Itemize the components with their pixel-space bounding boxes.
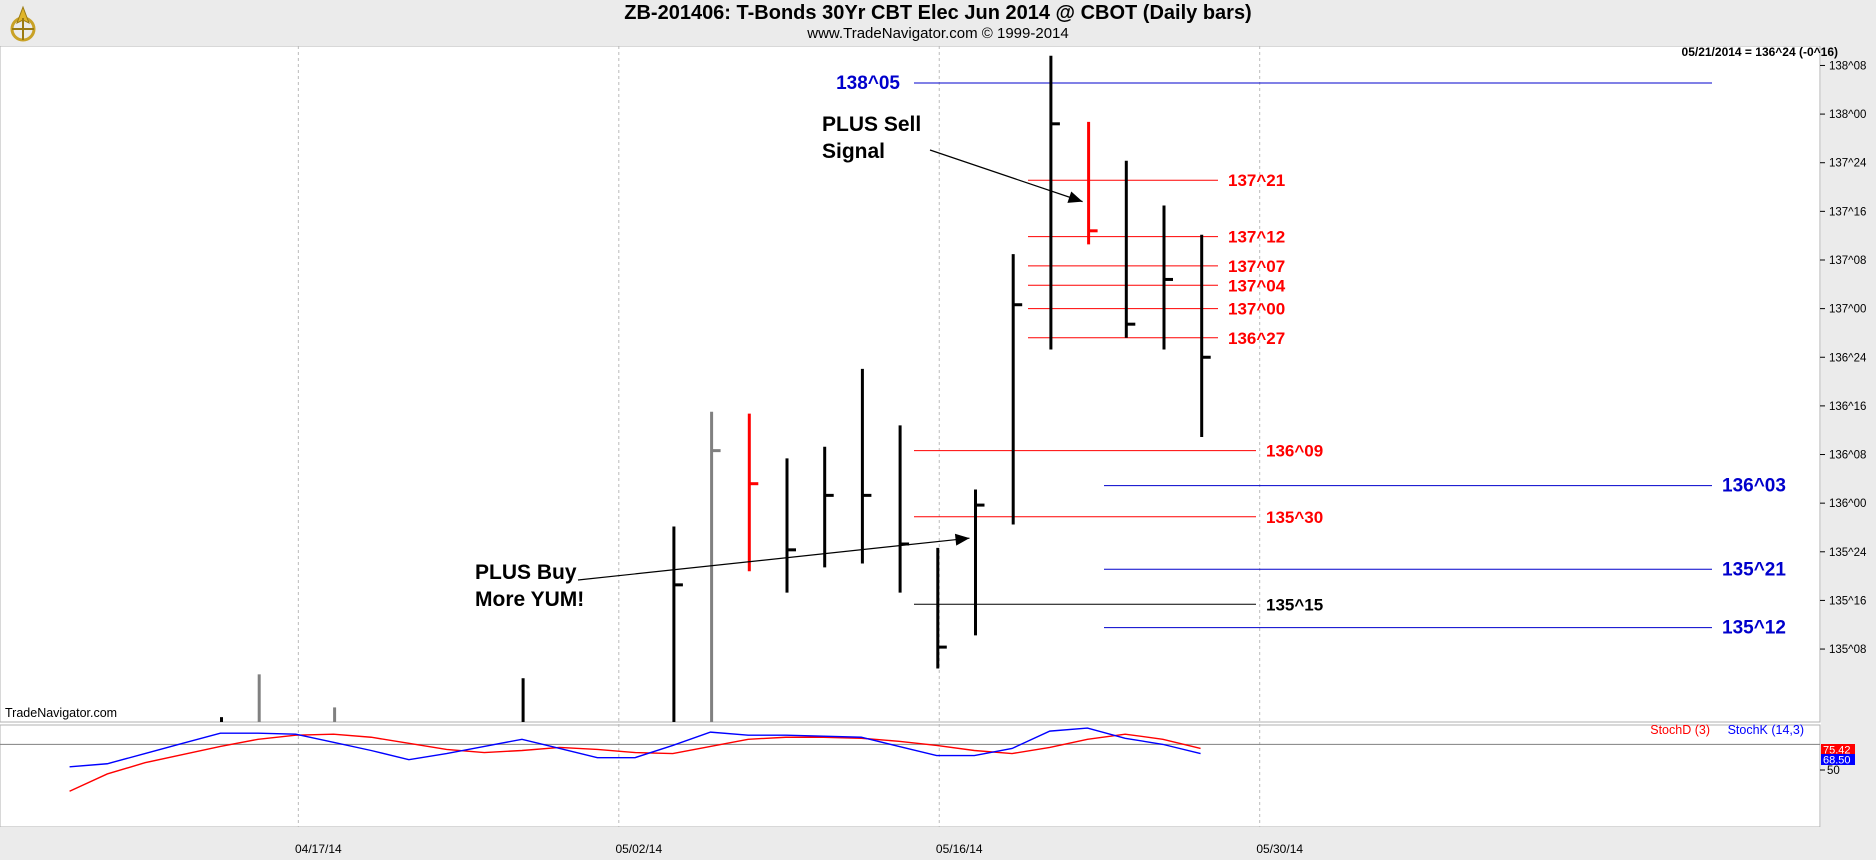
y-tick-label: 136^08 <box>1829 450 1866 462</box>
level-label: 136^27 <box>1228 329 1285 348</box>
level-label: 135^15 <box>1266 595 1323 614</box>
y-tick-label: 137^00 <box>1829 304 1866 316</box>
stoch-y-tick-label: 50 <box>1827 765 1840 777</box>
y-tick-label: 138^08 <box>1829 60 1866 72</box>
y-tick-label: 136^00 <box>1829 498 1866 510</box>
x-tick-label: 05/16/14 <box>936 842 983 856</box>
annotation-text: Signal <box>822 140 885 163</box>
level-label: 135^30 <box>1266 508 1323 527</box>
y-tick-label: 135^08 <box>1829 644 1866 656</box>
y-tick-label: 135^24 <box>1829 547 1867 559</box>
chart-title: ZB-201406: T-Bonds 30Yr CBT Elec Jun 201… <box>624 2 1252 24</box>
level-label: 136^03 <box>1722 476 1786 497</box>
level-label: 137^04 <box>1228 276 1286 295</box>
y-tick-label: 137^24 <box>1829 158 1867 170</box>
y-tick-label: 136^24 <box>1829 352 1867 364</box>
level-label: 137^00 <box>1228 300 1285 319</box>
annotation-arrow <box>577 537 970 581</box>
annotation-arrowhead <box>954 533 970 546</box>
y-tick-label: 138^00 <box>1829 109 1866 121</box>
x-tick-label: 05/02/14 <box>615 842 662 856</box>
title-bar <box>0 0 1876 46</box>
y-axis-strip <box>1821 46 1876 827</box>
annotation-text: More YUM! <box>475 588 584 611</box>
y-tick-label: 137^08 <box>1829 255 1866 267</box>
stoch-value-label: 68.50 <box>1823 755 1851 767</box>
y-tick-label: 136^16 <box>1829 401 1866 413</box>
stoch-panel-frame <box>0 724 1821 828</box>
x-tick-label: 05/30/14 <box>1256 842 1303 856</box>
stoch-series-line <box>69 733 1201 792</box>
tradenavigator-logo-icon <box>10 5 36 42</box>
price-panel-frame <box>0 45 1821 723</box>
legend-stochd: StochD (3) <box>1650 723 1710 737</box>
stoch-value-label: 75.42 <box>1823 745 1851 757</box>
annotation-arrowhead <box>1067 191 1083 203</box>
y-tick-label: 137^16 <box>1829 206 1866 218</box>
level-label: 137^07 <box>1228 257 1285 276</box>
stoch-value-tag <box>1821 754 1855 765</box>
x-tick-label: 04/17/14 <box>295 842 342 856</box>
stoch-value-tag <box>1821 744 1855 755</box>
level-label: 138^05 <box>836 73 900 94</box>
x-axis-strip <box>0 827 1876 860</box>
stoch-series-line <box>69 727 1201 768</box>
last-price-readout: 05/21/2014 = 136^24 (-0^16) <box>1681 45 1838 59</box>
watermark-text: TradeNavigator.com <box>5 706 118 720</box>
level-label: 136^09 <box>1266 442 1323 461</box>
chart-subtitle: www.TradeNavigator.com © 1999-2014 <box>807 25 1069 42</box>
annotation-arrow <box>929 149 1083 203</box>
level-label: 137^12 <box>1228 228 1285 247</box>
y-tick-label: 135^16 <box>1829 595 1866 607</box>
annotation-text: PLUS Sell <box>822 113 921 136</box>
level-label: 135^12 <box>1722 618 1786 639</box>
annotation-text: PLUS Buy <box>475 561 577 584</box>
legend-stochk: StochK (14,3) <box>1728 723 1804 737</box>
level-label: 135^21 <box>1722 559 1786 580</box>
level-label: 137^21 <box>1228 171 1285 190</box>
